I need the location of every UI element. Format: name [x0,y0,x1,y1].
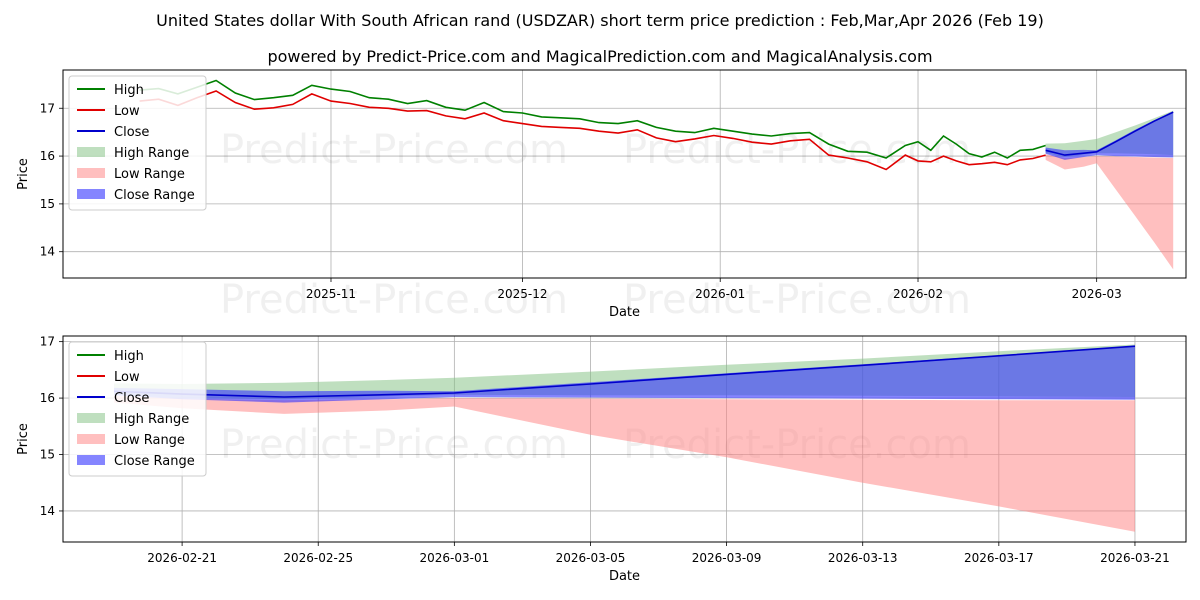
x-tick-label: 2026-03-21 [1100,551,1170,565]
close-range-band [1045,112,1174,160]
axes-frame [62,69,1187,279]
y-axis-label: Price [16,158,31,190]
y-axis-label: Price [16,423,31,455]
watermark-text: Predict-Price.com [220,127,568,173]
legend-swatch-low-range [77,168,105,178]
close-range-band [114,346,1135,403]
watermark-text: Predict-Price.com [220,422,568,468]
plot-area [113,344,1136,532]
low-range-band [114,395,1135,532]
low-series-line [139,90,1046,171]
x-tick-label: 2026-03 [1072,287,1122,301]
legend-label-high-range: High Range [114,412,189,427]
top-chart-panel: Predict-Price.com Predict-Price.com Predic… [16,69,1187,323]
legend-label-high: High [114,349,144,364]
legend-swatch-high-range [77,147,105,157]
legend-swatch-close-range [77,189,105,199]
legend-swatch-high-range [77,413,105,423]
x-tick-label: 2025-12 [497,287,547,301]
x-tick-label: 2026-03-17 [964,551,1034,565]
y-tick-label: 16 [40,149,55,163]
x-tick-label: 2025-11 [306,287,356,301]
legend-label-close-range: Close Range [114,188,195,203]
y-tick-label: 14 [40,245,55,259]
legend-label-close-range: Close Range [114,454,195,469]
y-tick-label: 17 [40,101,55,115]
axes-frame [62,335,1187,543]
x-axis-label: Date [609,569,640,584]
legend-label-low-range: Low Range [114,433,185,448]
legend-swatch-low-range [77,434,105,444]
x-tick-label: 2026-03-01 [419,551,489,565]
legend-label-low: Low [114,104,140,119]
legend-swatch-close-range [77,455,105,465]
close-series-line [1045,111,1174,156]
legend-label-close: Close [114,391,149,406]
y-tick-label: 14 [40,504,55,518]
watermark-text: Predict-Price.com [623,127,971,173]
x-tick-label: 2026-02-25 [283,551,353,565]
chart-subtitle: powered by Predict-Price.com and Magical… [267,47,932,66]
watermark-text: Predict-Price.com [623,277,971,323]
plot-area [139,79,1174,270]
x-tick-label: 2026-01 [695,287,745,301]
watermark-text: Predict-Price.com [220,277,568,323]
legend-label-close: Close [114,125,149,140]
bottom-chart-panel: Predict-Price.comPredict-Price.com2026-0… [16,335,1187,584]
low-range-band [1045,154,1174,270]
x-tick-label: 2026-03-05 [556,551,626,565]
x-tick-label: 2026-02-21 [147,551,217,565]
x-tick-label: 2026-03-13 [828,551,898,565]
x-axis-label: Date [609,305,640,320]
y-tick-label: 15 [40,448,55,462]
legend-label-high-range: High Range [114,146,189,161]
x-tick-label: 2026-03-09 [692,551,762,565]
x-tick-label: 2026-02 [893,287,943,301]
legend-label-low: Low [114,370,140,385]
legend-label-low-range: Low Range [114,167,185,182]
y-tick-label: 17 [40,335,55,349]
legend-label-high: High [114,83,144,98]
close-series-line [113,345,1136,398]
y-tick-label: 16 [40,391,55,405]
high-series-line [139,79,1046,159]
y-tick-label: 15 [40,197,55,211]
chart-title: United States dollar With South African … [156,11,1044,30]
